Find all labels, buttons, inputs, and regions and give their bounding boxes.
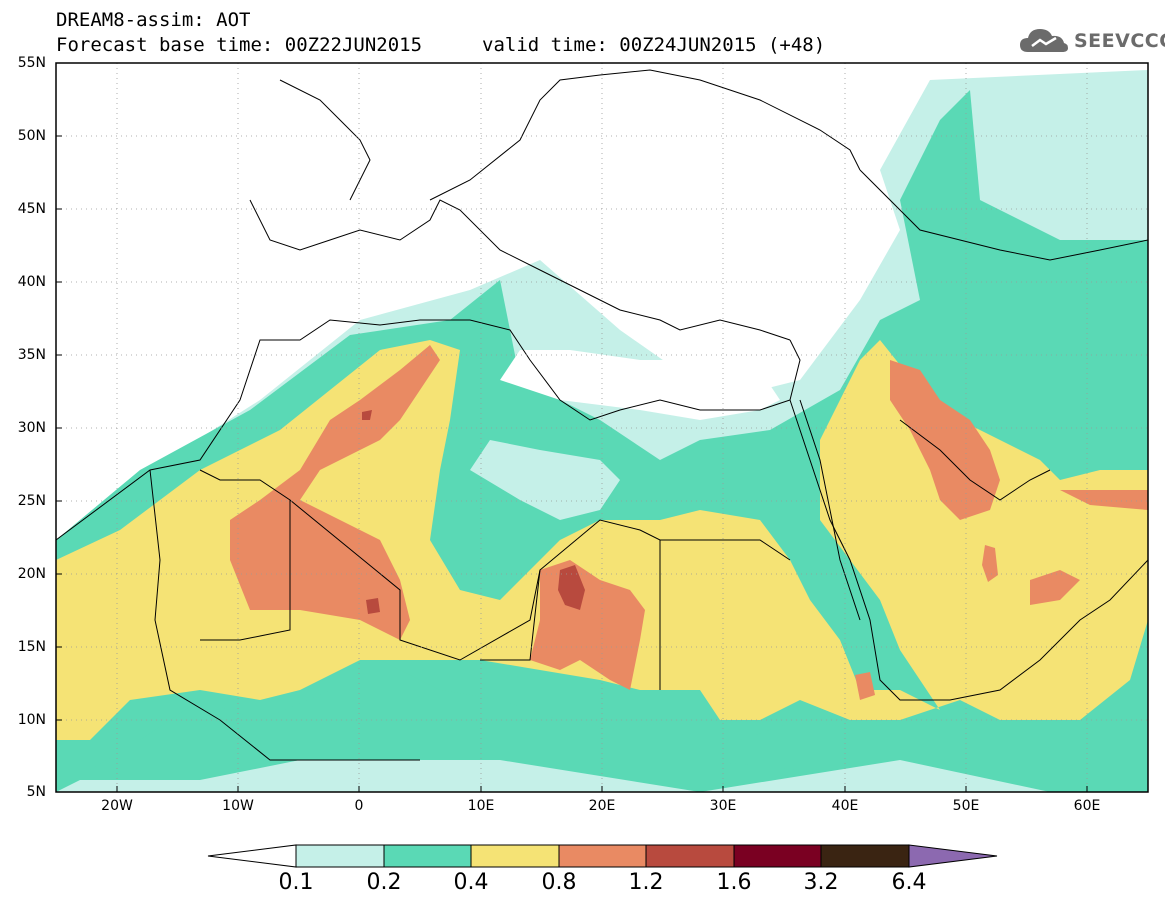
colorbar-label-1.2: 1.2 [628,870,664,895]
lat-label-45n: 45N [17,201,46,217]
lon-label-10w: 10W [222,798,254,814]
colorbar-swatch-0.8 [558,844,647,868]
lon-label-20w: 20W [101,798,133,814]
colorbar-min-arrow [207,844,297,868]
lat-label-50n: 50N [17,128,46,144]
lat-label-35n: 35N [17,347,46,363]
colorbar-label-6.4: 6.4 [891,870,927,895]
lat-label-25n: 25N [17,493,46,509]
aot-band-0.8 [230,345,440,640]
lat-label-30n: 30N [17,420,46,436]
colorbar-swatch-1.2 [645,844,735,868]
colorbar-swatch-0.4 [470,844,560,868]
colorbar-label-0.1: 0.1 [278,870,314,895]
colorbar-swatch-0.1 [295,844,385,868]
lon-label-0: 0 [354,798,364,814]
colorbar-swatch-0.2 [383,844,472,868]
logo-text: SEEVCCC [1074,30,1165,52]
lon-label-60e: 60E [1073,798,1101,814]
colorbar [207,844,998,868]
aot-contours [56,63,1148,792]
aot-band-1.2 [558,565,585,610]
colorbar-swatch-1.6 [733,844,822,868]
lon-label-10e: 10E [467,798,495,814]
cloud-icon [1020,29,1068,52]
graticule [56,63,1148,792]
lat-label-15n: 15N [17,639,46,655]
colorbar-label-0.8: 0.8 [541,870,577,895]
lat-label-40n: 40N [17,274,46,290]
axis-ticks [56,62,1088,792]
lat-label-20n: 20N [17,566,46,582]
colorbar-label-3.2: 3.2 [803,870,839,895]
colorbar-swatch-3.2 [820,844,910,868]
colorbar-label-0.2: 0.2 [366,870,402,895]
lat-label-5n: 5N [26,784,46,800]
lon-label-50e: 50E [952,798,980,814]
lat-label-10n: 10N [17,712,46,728]
seevccc-logo: SEEVCCC [1018,24,1165,58]
lon-label-30e: 30E [709,798,737,814]
forecast-base-time: Forecast base time: 00Z22JUN2015 [56,34,423,56]
lat-label-55n: 55N [17,55,46,71]
colorbar-label-0.4: 0.4 [453,870,489,895]
colorbar-max-arrow [908,844,998,868]
map-title: DREAM8-assim: AOT [56,9,251,31]
colorbar-label-1.6: 1.6 [716,870,752,895]
coastlines [56,69,1148,761]
lon-label-20e: 20E [588,798,616,814]
lon-label-40e: 40E [831,798,859,814]
valid-time: valid time: 00Z24JUN2015 (+48) [482,34,826,56]
